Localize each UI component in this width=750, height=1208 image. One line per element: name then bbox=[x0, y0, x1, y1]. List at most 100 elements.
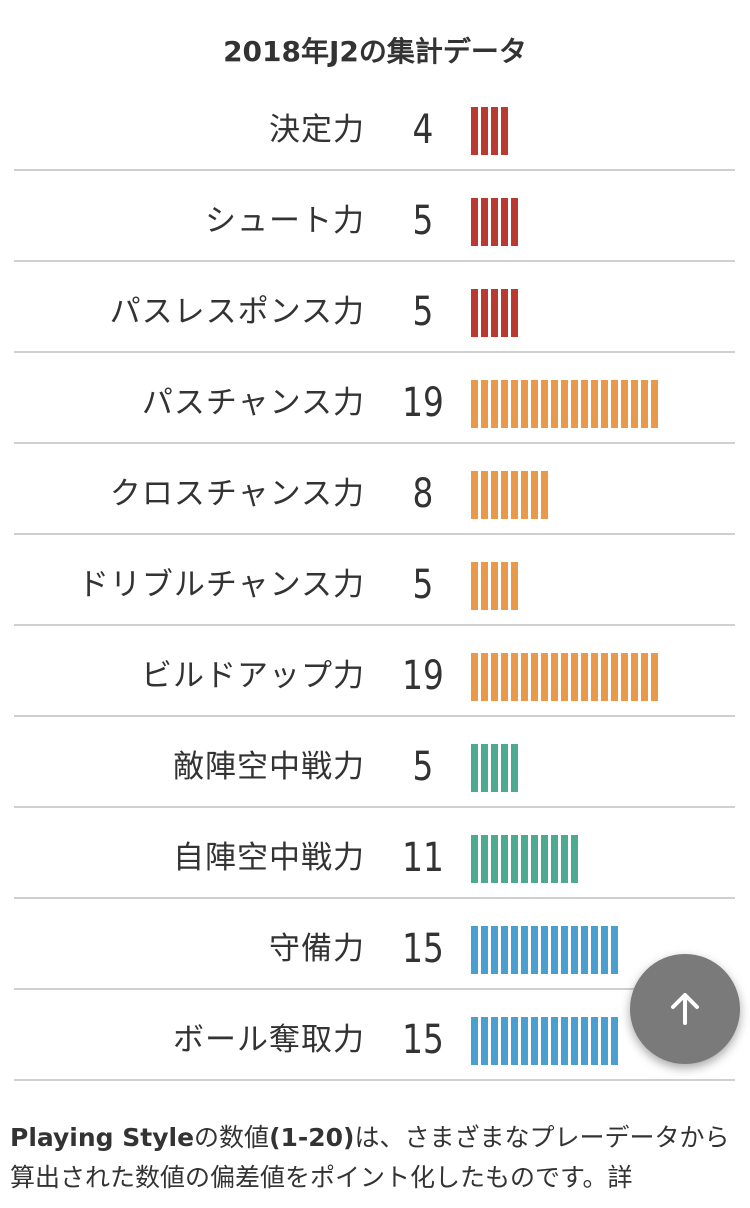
stat-bar-segment bbox=[531, 1017, 538, 1065]
stat-bar-segment bbox=[481, 562, 488, 610]
footer-bold-playing-style: Playing Style bbox=[10, 1123, 194, 1152]
stat-label: シュート力 bbox=[205, 171, 365, 271]
stat-bar-segment bbox=[541, 653, 548, 701]
stat-label: 自陣空中戦力 bbox=[173, 808, 365, 908]
stat-bar-segment bbox=[481, 926, 488, 974]
stat-bar-segment bbox=[601, 653, 608, 701]
stat-row: パスレスポンス力 5 bbox=[14, 262, 735, 353]
stat-bar-segment bbox=[481, 653, 488, 701]
stat-label: ドリブルチャンス力 bbox=[78, 535, 365, 635]
stat-bar-segment bbox=[481, 471, 488, 519]
stat-row: ビルドアップ力 19 bbox=[14, 626, 735, 717]
stat-bar-segment bbox=[601, 1017, 608, 1065]
stat-bar-segment bbox=[471, 380, 478, 428]
stat-bar bbox=[471, 1017, 618, 1065]
stat-value: 5 bbox=[396, 171, 450, 271]
stat-bar-segment bbox=[591, 380, 598, 428]
footer-bold-range: (1-20) bbox=[269, 1123, 354, 1152]
stat-bar-segment bbox=[531, 653, 538, 701]
stat-bar bbox=[471, 562, 518, 610]
stat-bar-segment bbox=[501, 653, 508, 701]
stat-row: ドリブルチャンス力 5 bbox=[14, 535, 735, 626]
stat-bar bbox=[471, 380, 658, 428]
stat-bar-segment bbox=[511, 380, 518, 428]
stat-bar-segment bbox=[591, 1017, 598, 1065]
stat-bar-segment bbox=[531, 471, 538, 519]
stat-bar-segment bbox=[551, 1017, 558, 1065]
stat-bar-segment bbox=[551, 653, 558, 701]
stat-bar-segment bbox=[471, 1017, 478, 1065]
stat-bar-segment bbox=[521, 471, 528, 519]
stat-row: シュート力 5 bbox=[14, 171, 735, 262]
stat-label: パスレスポンス力 bbox=[110, 262, 365, 362]
stat-bar-segment bbox=[481, 744, 488, 792]
stat-bar-segment bbox=[561, 926, 568, 974]
stat-value: 15 bbox=[396, 990, 450, 1090]
stat-bar-segment bbox=[571, 835, 578, 883]
stat-label: ビルドアップ力 bbox=[141, 626, 365, 726]
stat-bar-segment bbox=[571, 1017, 578, 1065]
stat-row: 自陣空中戦力 11 bbox=[14, 808, 735, 899]
stat-bar bbox=[471, 926, 618, 974]
stat-row: ボール奪取力 15 bbox=[14, 990, 735, 1081]
stat-bar-segment bbox=[491, 835, 498, 883]
stat-value: 5 bbox=[396, 262, 450, 362]
stat-bar-segment bbox=[471, 744, 478, 792]
stat-bar-segment bbox=[651, 653, 658, 701]
stat-bar-segment bbox=[601, 380, 608, 428]
stat-bar-segment bbox=[501, 471, 508, 519]
stat-bar-segment bbox=[581, 380, 588, 428]
stat-bar-segment bbox=[481, 198, 488, 246]
stat-bar-segment bbox=[471, 653, 478, 701]
stat-bar-segment bbox=[501, 380, 508, 428]
stat-bar-segment bbox=[531, 926, 538, 974]
stat-bar-segment bbox=[471, 198, 478, 246]
stat-bar bbox=[471, 835, 578, 883]
stat-row: 守備力 15 bbox=[14, 899, 735, 990]
stat-row: パスチャンス力 19 bbox=[14, 353, 735, 444]
stat-bar-segment bbox=[501, 835, 508, 883]
stat-label: 決定力 bbox=[269, 80, 365, 180]
stat-bar-segment bbox=[501, 107, 508, 155]
stat-row: 決定力 4 bbox=[14, 80, 735, 171]
stat-bar-segment bbox=[491, 926, 498, 974]
stat-bar-segment bbox=[501, 926, 508, 974]
stat-bar-segment bbox=[491, 289, 498, 337]
stat-label: ボール奪取力 bbox=[173, 990, 365, 1090]
stat-label: クロスチャンス力 bbox=[110, 444, 365, 544]
stat-bar-segment bbox=[541, 380, 548, 428]
stat-bar-segment bbox=[511, 471, 518, 519]
stat-bar-segment bbox=[611, 1017, 618, 1065]
stat-bar-segment bbox=[481, 107, 488, 155]
stat-bar-segment bbox=[471, 562, 478, 610]
stat-bar-segment bbox=[511, 289, 518, 337]
stat-bar-segment bbox=[531, 835, 538, 883]
footer-description: Playing Styleの数値(1-20)は、さまざまなプレーデータから算出さ… bbox=[10, 1118, 740, 1198]
stat-bar-segment bbox=[611, 653, 618, 701]
stat-bar-segment bbox=[471, 289, 478, 337]
stat-row: クロスチャンス力 8 bbox=[14, 444, 735, 535]
stat-value: 4 bbox=[396, 80, 450, 180]
stat-value: 5 bbox=[396, 717, 450, 817]
stat-value: 19 bbox=[396, 626, 450, 726]
stat-bar-segment bbox=[611, 926, 618, 974]
stat-bar-segment bbox=[561, 380, 568, 428]
scroll-to-top-button[interactable] bbox=[630, 954, 740, 1064]
stat-bar bbox=[471, 471, 548, 519]
stat-bar-segment bbox=[591, 653, 598, 701]
stat-bar-segment bbox=[511, 1017, 518, 1065]
stat-bar-segment bbox=[471, 835, 478, 883]
stats-list: 決定力 4 シュート力 5 パスレスポンス力 5 パスチャンス力 19 クロスチャンス力 8 ドリブ… bbox=[14, 80, 735, 1081]
stat-bar-segment bbox=[641, 653, 648, 701]
stat-bar-segment bbox=[561, 1017, 568, 1065]
stat-bar-segment bbox=[641, 380, 648, 428]
stat-bar-segment bbox=[631, 380, 638, 428]
stat-bar-segment bbox=[621, 653, 628, 701]
stat-bar-segment bbox=[481, 289, 488, 337]
arrow-up-icon bbox=[665, 989, 705, 1029]
stat-value: 15 bbox=[396, 899, 450, 999]
stat-label: 守備力 bbox=[269, 899, 365, 999]
stat-bar-segment bbox=[471, 471, 478, 519]
stat-bar-segment bbox=[571, 926, 578, 974]
stat-bar-segment bbox=[491, 471, 498, 519]
